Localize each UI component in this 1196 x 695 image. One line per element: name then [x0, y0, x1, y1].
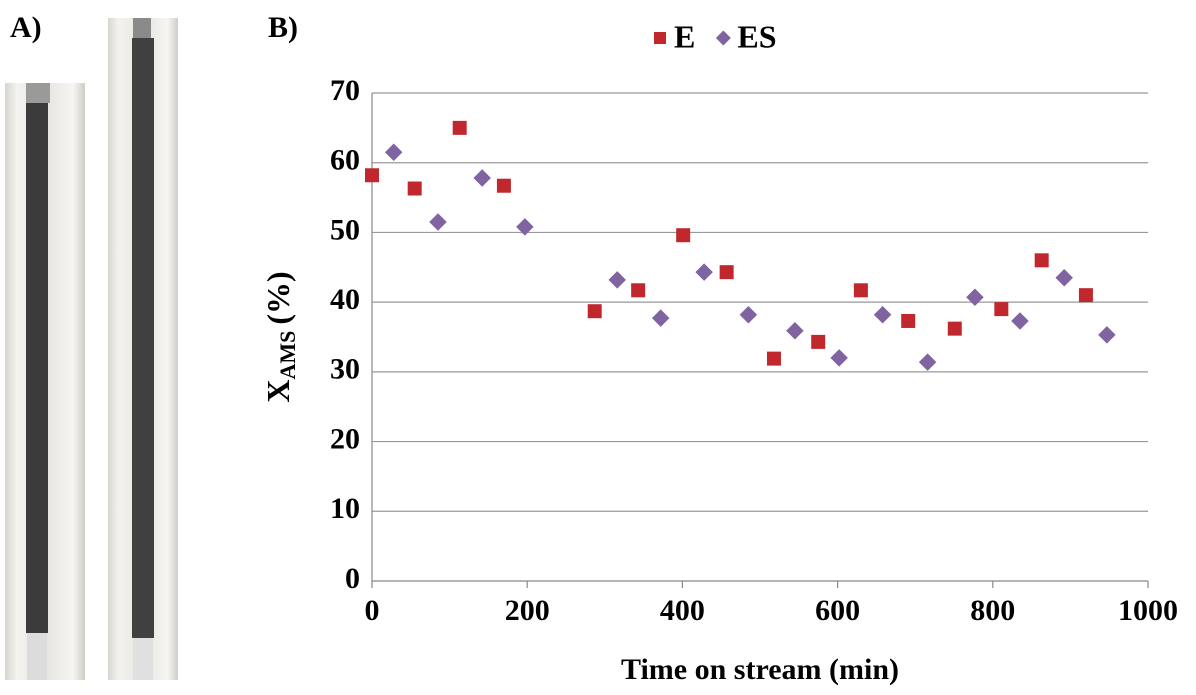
marker-diamond [1011, 312, 1029, 330]
x-axis-label: Time on stream (min) [621, 653, 899, 686]
marker-diamond [786, 321, 804, 340]
marker-diamond [473, 169, 491, 187]
x-tick-label: 600 [815, 594, 860, 627]
marker-diamond [651, 309, 670, 327]
marker-diamond [1098, 326, 1116, 344]
y-label-main: X [260, 380, 296, 403]
marker-square [1034, 253, 1049, 268]
tube-packing [27, 633, 47, 680]
marker-diamond [739, 305, 758, 324]
tube-packing [132, 38, 154, 638]
marker-square [587, 304, 602, 319]
marker-diamond [715, 30, 731, 46]
marker-square [407, 181, 422, 196]
marker-square [676, 228, 691, 243]
marker-diamond [873, 305, 892, 324]
marker-diamond [384, 143, 403, 162]
marker-square [496, 178, 511, 193]
marker-diamond [918, 353, 937, 371]
marker-square [766, 351, 781, 366]
marker-diamond [830, 349, 848, 367]
y-tick-label: 10 [330, 492, 360, 525]
marker-square [654, 32, 666, 44]
panel-label: B) [268, 11, 298, 44]
tube-packing [26, 83, 50, 103]
marker-diamond [516, 218, 534, 236]
panel-label: A) [10, 11, 42, 44]
marker-square [1078, 288, 1093, 303]
marker-diamond [429, 213, 447, 231]
x-tick-label: 200 [505, 594, 550, 627]
y-tick-label: 50 [330, 213, 360, 246]
tube-packing [26, 103, 48, 633]
tube-packing [133, 18, 151, 38]
y-label-unit: (%) [260, 271, 296, 324]
y-axis-label: XAMS (%) [260, 271, 300, 402]
marker-square [994, 302, 1009, 317]
marker-diamond [966, 288, 984, 307]
legend-label: E [674, 18, 695, 54]
photos [5, 18, 178, 680]
marker-diamond [695, 263, 713, 281]
y-tick-label: 20 [330, 422, 360, 455]
marker-square [719, 265, 734, 280]
x-tick-label: 800 [970, 594, 1015, 627]
tube-packing [133, 638, 153, 680]
marker-square [452, 120, 467, 135]
y-tick-label: 40 [330, 283, 360, 316]
marker-square [811, 334, 826, 349]
marker-square [631, 283, 646, 298]
y-label-sub: AMS [275, 331, 300, 380]
y-tick-label: 30 [330, 353, 360, 386]
x-tick-label: 0 [365, 594, 380, 627]
y-tick-label: 60 [330, 144, 360, 177]
y-tick-label: 70 [330, 74, 360, 107]
marker-diamond [608, 271, 626, 289]
marker-square [947, 321, 962, 336]
marker-square [901, 313, 916, 328]
y-tick-label: 0 [345, 562, 360, 595]
legend-label: ES [737, 18, 776, 54]
x-tick-label: 400 [660, 594, 705, 627]
marker-square [365, 168, 379, 183]
marker-square [853, 283, 868, 298]
marker-diamond [1055, 268, 1073, 287]
x-tick-label: 1000 [1118, 594, 1178, 627]
